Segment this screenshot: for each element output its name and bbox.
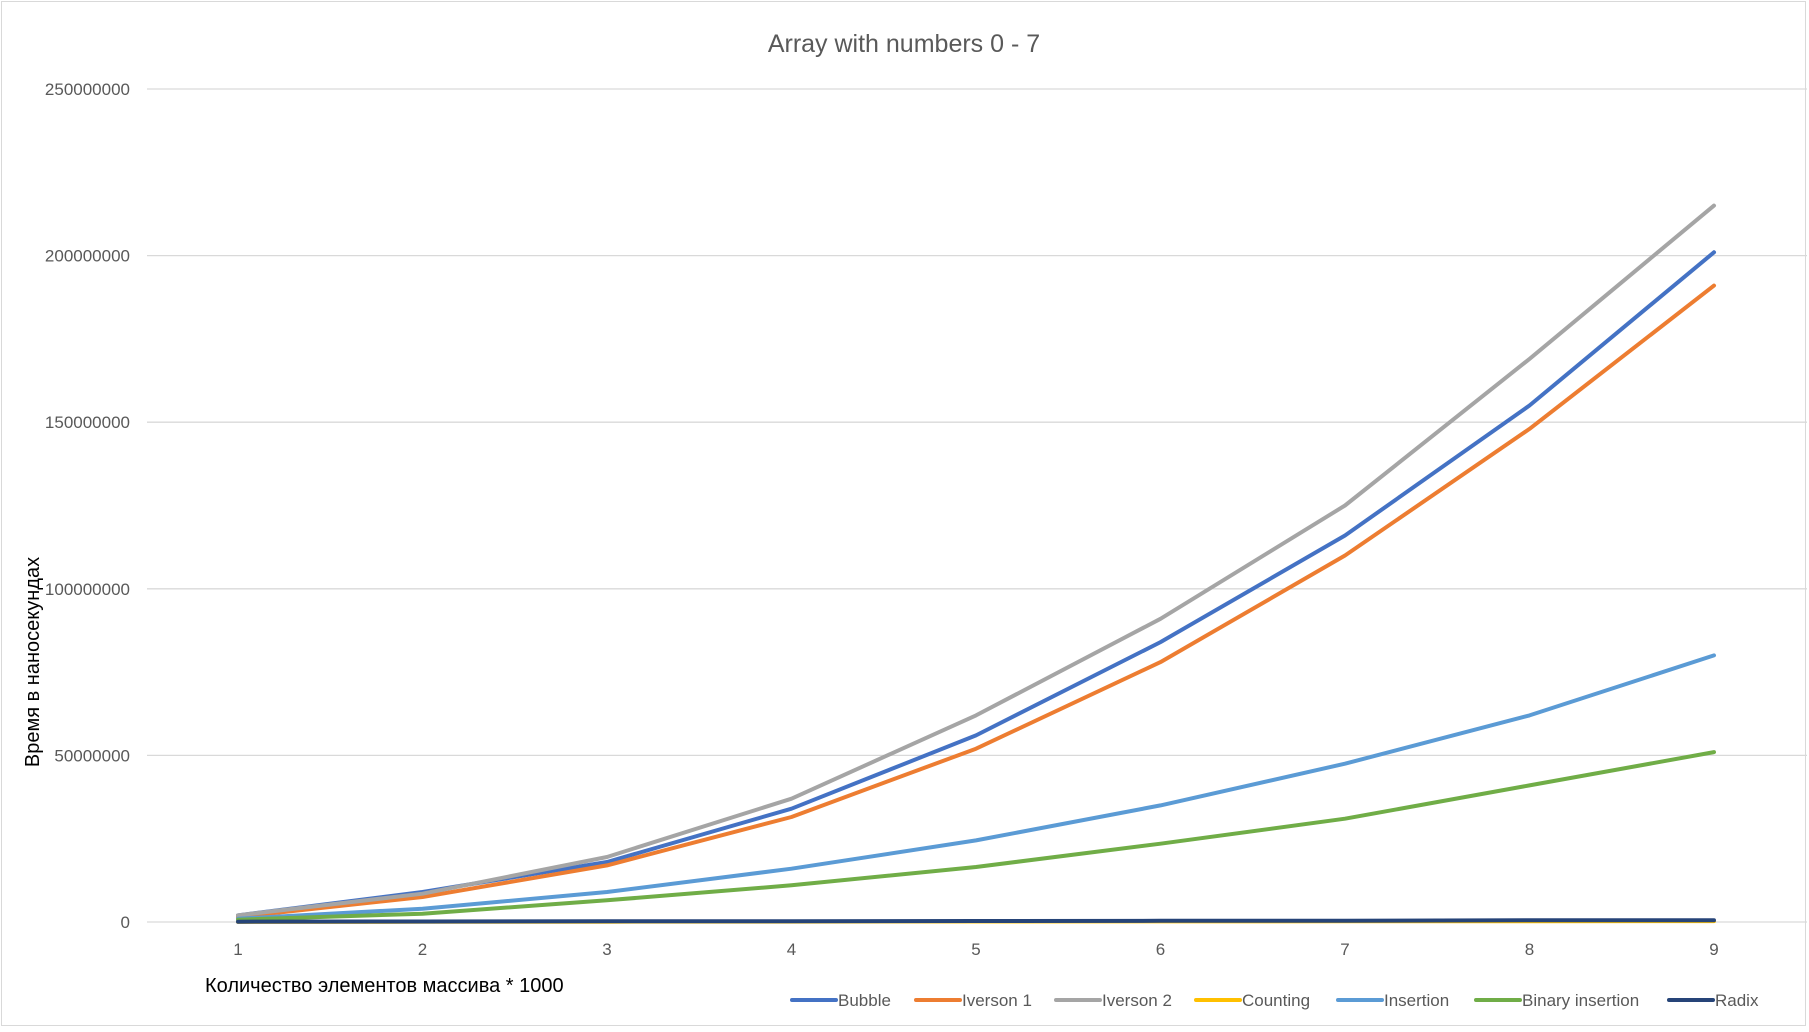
y-tick-label: 250000000 bbox=[45, 80, 130, 99]
legend-label: Iverson 2 bbox=[1102, 991, 1172, 1010]
legend-label: Radix bbox=[1715, 991, 1759, 1010]
y-axis-title: Время в наносекундах bbox=[22, 557, 44, 767]
x-tick-label: 5 bbox=[971, 940, 980, 959]
legend-item: Iverson 2 bbox=[1054, 991, 1172, 1010]
x-tick-label: 3 bbox=[602, 940, 611, 959]
legend: Bubble Iverson 1 Iverson 2 Counting Insertio… bbox=[790, 991, 1759, 1010]
y-axis-ticks: 0 50000000 100000000 150000000 200000000 2500… bbox=[45, 80, 130, 932]
legend-label: Counting bbox=[1242, 991, 1310, 1010]
legend-item: Counting bbox=[1194, 991, 1310, 1010]
series-line-radix bbox=[236, 918, 1716, 924]
y-tick-label: 200000000 bbox=[45, 247, 130, 266]
series-line-binary-insertion bbox=[236, 750, 1716, 922]
x-tick-label: 7 bbox=[1340, 940, 1349, 959]
legend-label: Iverson 1 bbox=[962, 991, 1032, 1010]
x-tick-label: 1 bbox=[233, 940, 242, 959]
x-tick-label: 2 bbox=[418, 940, 427, 959]
chart-title: Array with numbers 0 - 7 bbox=[768, 30, 1040, 58]
y-tick-label: 150000000 bbox=[45, 413, 130, 432]
x-tick-label: 8 bbox=[1525, 940, 1534, 959]
legend-item: Bubble bbox=[790, 991, 891, 1010]
legend-label: Binary insertion bbox=[1522, 991, 1639, 1010]
y-tick-label: 50000000 bbox=[54, 746, 130, 765]
x-tick-label: 9 bbox=[1709, 940, 1718, 959]
series-line-iverson-1 bbox=[236, 283, 1716, 919]
legend-item: Binary insertion bbox=[1474, 991, 1639, 1010]
x-tick-label: 6 bbox=[1156, 940, 1165, 959]
x-axis-title: Количество элементов массива * 1000 bbox=[205, 975, 564, 997]
legend-label: Insertion bbox=[1384, 991, 1449, 1010]
legend-label: Bubble bbox=[838, 991, 891, 1010]
gridlines bbox=[147, 88, 1807, 923]
series-line-insertion bbox=[236, 653, 1716, 921]
x-axis-ticks: 1 2 3 4 5 6 7 8 9 bbox=[233, 940, 1718, 959]
y-tick-label: 100000000 bbox=[45, 580, 130, 599]
series-lines bbox=[236, 203, 1716, 924]
legend-item: Insertion bbox=[1336, 991, 1449, 1010]
series-line-bubble bbox=[236, 250, 1716, 918]
legend-item: Iverson 1 bbox=[914, 991, 1032, 1010]
y-tick-label: 0 bbox=[121, 913, 130, 932]
series-line-iverson-2 bbox=[236, 203, 1716, 918]
legend-item: Radix bbox=[1667, 991, 1759, 1010]
x-tick-label: 4 bbox=[787, 940, 796, 959]
